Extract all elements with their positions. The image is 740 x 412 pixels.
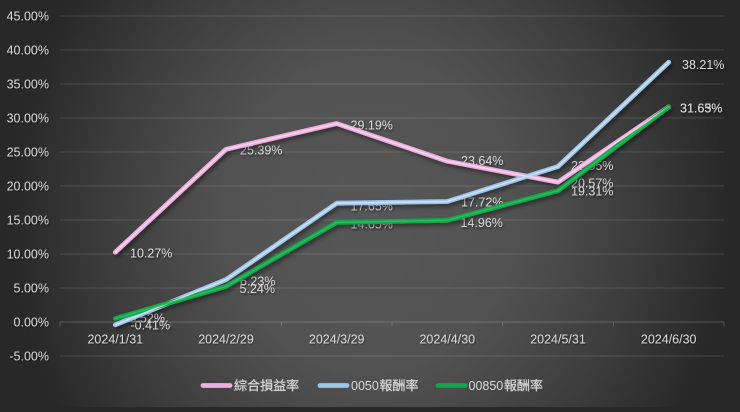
svg-text:2024/1/31: 2024/1/31 — [87, 333, 143, 347]
svg-text:45.00%: 45.00% — [7, 10, 49, 24]
svg-text:20.57%: 20.57% — [571, 176, 613, 190]
svg-text:38.21%: 38.21% — [682, 58, 724, 72]
svg-text:2024/3/29: 2024/3/29 — [309, 333, 365, 347]
svg-text:2024/4/30: 2024/4/30 — [419, 333, 475, 347]
svg-text:5.00%: 5.00% — [14, 282, 49, 296]
svg-text:-0.41%: -0.41% — [131, 319, 171, 333]
svg-text:20.00%: 20.00% — [7, 180, 49, 194]
svg-text:14.96%: 14.96% — [461, 216, 503, 230]
svg-text:19.31%: 19.31% — [571, 185, 613, 199]
svg-text:10.27%: 10.27% — [130, 247, 172, 261]
svg-text:6.23%: 6.23% — [240, 275, 275, 289]
svg-text:00850: 00850 — [469, 379, 504, 393]
svg-text:2024/6/30: 2024/6/30 — [641, 333, 697, 347]
svg-text:10.00%: 10.00% — [7, 248, 49, 262]
svg-text:2024/5/31: 2024/5/31 — [530, 333, 586, 347]
svg-text:15.00%: 15.00% — [7, 214, 49, 228]
svg-text:40.00%: 40.00% — [7, 44, 49, 58]
svg-text:35.00%: 35.00% — [7, 78, 49, 92]
svg-text:0050: 0050 — [351, 379, 379, 393]
svg-text:25.00%: 25.00% — [7, 146, 49, 160]
svg-text:29.19%: 29.19% — [351, 119, 393, 133]
svg-text:25.39%: 25.39% — [240, 144, 282, 158]
svg-text:31.65%: 31.65% — [680, 102, 722, 116]
svg-text:5.24%: 5.24% — [240, 282, 275, 296]
svg-text:2024/2/29: 2024/2/29 — [198, 333, 254, 347]
svg-text:-5.00%: -5.00% — [9, 350, 49, 364]
svg-text:30.00%: 30.00% — [7, 112, 49, 126]
svg-text:0.00%: 0.00% — [14, 316, 49, 330]
svg-text:31.63%: 31.63% — [680, 102, 722, 116]
